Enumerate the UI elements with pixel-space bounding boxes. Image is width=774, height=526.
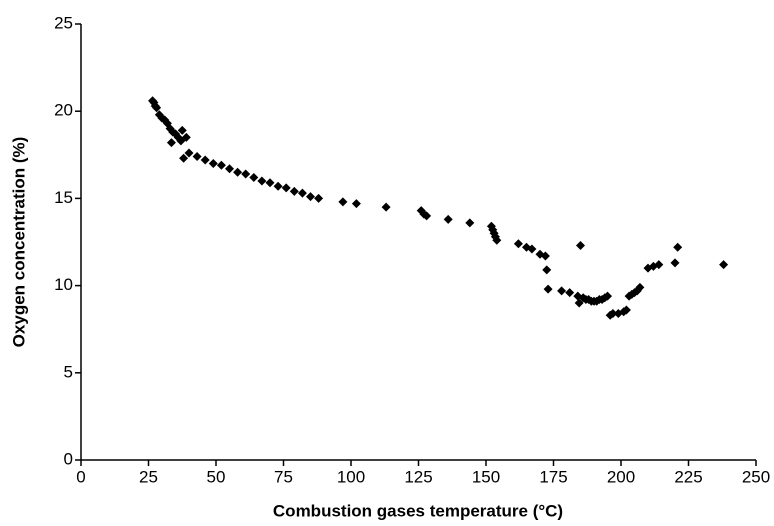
point [719,260,729,270]
y-axis-title: Oxygen concentration (%) [9,137,28,348]
point [241,169,251,179]
x-tick-label: 200 [607,467,635,486]
point [216,160,226,170]
point [673,242,683,252]
point [443,214,453,224]
y-tick-label: 25 [54,13,73,32]
point [152,103,162,113]
point [351,199,361,209]
x-tick-label: 75 [274,467,293,486]
x-tick-label: 100 [337,467,365,486]
point [257,176,267,186]
y-tick-label: 10 [54,275,73,294]
point [181,132,191,142]
x-tick-label: 250 [742,467,770,486]
point [166,138,176,148]
y-tick-label: 0 [64,449,73,468]
point [297,188,307,198]
point [200,155,210,165]
point [608,309,618,319]
point [281,183,291,193]
point [249,172,259,182]
point [265,178,275,188]
point [381,202,391,212]
x-tick-label: 150 [472,467,500,486]
point [527,244,537,254]
point [543,284,553,294]
point [465,218,475,228]
point [208,159,218,169]
point [184,148,194,158]
x-tick-label: 125 [404,467,432,486]
point [621,305,631,315]
point [492,235,502,245]
point [289,186,299,196]
y-tick-label: 15 [54,188,73,207]
x-tick-label: 0 [76,467,85,486]
point [670,258,680,268]
x-tick-label: 50 [207,467,226,486]
x-tick-label: 175 [539,467,567,486]
point [314,193,324,203]
y-tick-label: 20 [54,101,73,120]
x-axis-title: Combustion gases temperature (°C) [273,501,563,520]
point [603,291,612,301]
point [338,197,348,207]
point [565,288,575,298]
point [225,164,234,174]
point [576,240,585,250]
point [635,282,645,292]
point [574,298,584,308]
point [273,181,283,191]
point [540,251,550,261]
point [306,192,315,202]
point [177,125,187,135]
y-tick-label: 5 [64,362,73,381]
point [179,153,189,163]
point [535,249,545,259]
x-tick-label: 25 [139,467,158,486]
point [654,260,664,270]
point [513,239,523,249]
point [542,265,552,275]
point [192,152,202,162]
point [557,286,567,296]
point [233,167,243,177]
point [422,211,432,221]
x-tick-label: 225 [674,467,702,486]
